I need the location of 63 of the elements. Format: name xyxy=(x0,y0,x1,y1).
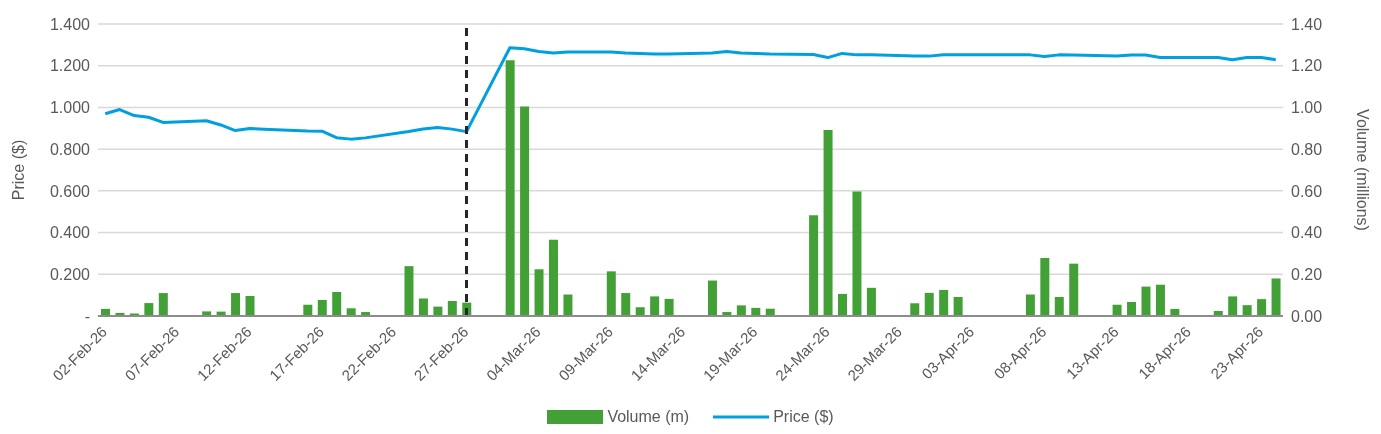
bar xyxy=(1257,299,1267,316)
y-tick-label: 1.000 xyxy=(49,99,91,117)
bar xyxy=(505,60,515,316)
bar xyxy=(852,191,862,316)
y2-tick-label: 0.40 xyxy=(1291,224,1323,242)
y-tick-label: 0.200 xyxy=(49,265,91,283)
bar xyxy=(1025,294,1035,316)
y2-tick-label: 0.80 xyxy=(1291,140,1323,158)
bar xyxy=(823,129,833,316)
bar xyxy=(346,308,356,316)
y-tick-label: 1.200 xyxy=(49,57,91,75)
y2-tick-label: 0.00 xyxy=(1291,307,1323,325)
bar xyxy=(650,296,660,316)
bar xyxy=(158,293,168,316)
line-series xyxy=(103,46,1278,141)
bar xyxy=(1054,297,1064,316)
bar xyxy=(606,271,616,316)
bar xyxy=(144,303,154,316)
legend-label: Volume (m) xyxy=(607,408,690,426)
bar xyxy=(1242,305,1252,316)
bar xyxy=(621,293,631,316)
bar xyxy=(1228,296,1238,316)
bar xyxy=(635,307,645,316)
bar xyxy=(231,293,241,316)
bar xyxy=(1127,302,1137,316)
bar xyxy=(809,215,819,316)
bar xyxy=(418,298,428,316)
bar xyxy=(245,295,255,316)
bar xyxy=(447,300,457,316)
bar xyxy=(1141,286,1151,316)
bar xyxy=(1069,263,1079,316)
bar xyxy=(520,106,530,316)
bar xyxy=(548,239,558,316)
legend-label: Price ($) xyxy=(773,408,834,426)
bar xyxy=(910,303,920,316)
y-axis-title: Price ($) xyxy=(9,139,27,201)
y2-tick-label: 1.20 xyxy=(1291,57,1323,75)
y2-tick-label: 1.40 xyxy=(1291,15,1323,33)
y2-tick-label: 0.60 xyxy=(1291,182,1323,200)
y-tick-label: 0.800 xyxy=(49,140,91,158)
bar xyxy=(1155,284,1165,316)
bar xyxy=(664,298,674,316)
bar xyxy=(1040,258,1050,316)
y-tick-label: 0.600 xyxy=(49,182,91,200)
y-tick-label: 0.400 xyxy=(49,224,91,242)
bar xyxy=(332,292,342,316)
bar xyxy=(534,269,544,316)
bar xyxy=(939,289,949,316)
bar xyxy=(866,287,876,316)
y2-axis-title: Volume (millions) xyxy=(1354,109,1372,231)
bar xyxy=(1271,278,1281,316)
y2-tick-label: 1.00 xyxy=(1291,99,1323,117)
y-tick-label: - xyxy=(84,307,90,325)
bar xyxy=(838,293,848,316)
bar xyxy=(317,299,327,316)
y2-tick-label: 0.20 xyxy=(1291,265,1323,283)
y-tick-label: 1.400 xyxy=(49,15,91,33)
bar xyxy=(953,297,963,316)
bar xyxy=(404,266,414,316)
bar xyxy=(563,294,573,316)
bar xyxy=(707,280,717,316)
bar xyxy=(924,292,934,316)
bar xyxy=(736,305,746,316)
